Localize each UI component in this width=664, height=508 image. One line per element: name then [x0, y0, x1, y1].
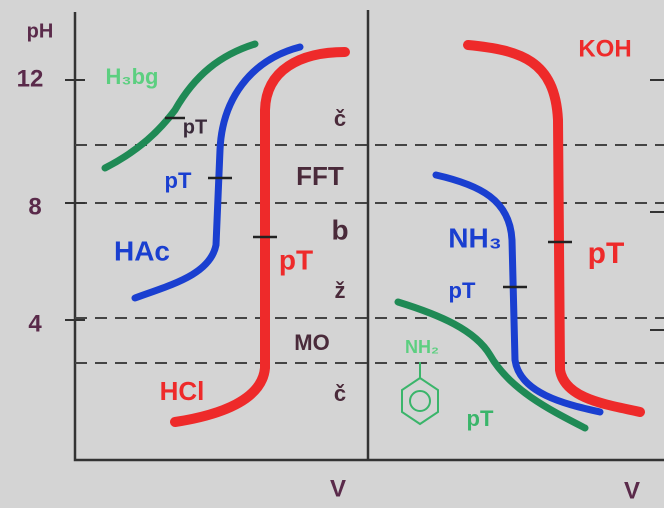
curve-label: NH₃ [448, 222, 501, 253]
y-tick: 4 [28, 310, 42, 337]
indicator: ž [335, 278, 346, 303]
y-label: pH [27, 20, 54, 42]
curve-label: HCl [160, 376, 205, 406]
pt-label: pT [588, 237, 625, 270]
x-label: V [330, 475, 346, 502]
pt-label: pT [165, 168, 192, 193]
indicator: č [334, 381, 346, 406]
indicator: FFT [296, 161, 344, 191]
titration-diagram: pH 12 8 4 V V H₃bg pT pT HAc pT HCl č FF… [0, 0, 664, 508]
group-label: NH₂ [405, 337, 439, 357]
curve-label: KOH [578, 35, 631, 62]
pt-label: pT [183, 116, 207, 138]
background [0, 0, 664, 508]
pt-label: pT [449, 278, 476, 303]
pt-label: pT [467, 406, 494, 431]
pt-label: pT [279, 244, 313, 275]
curve-label: H₃bg [106, 64, 159, 89]
x-label: V [624, 477, 640, 504]
y-tick: 12 [17, 65, 44, 92]
y-tick: 8 [28, 193, 41, 220]
curve-label: HAc [114, 235, 170, 266]
indicator: MO [294, 330, 329, 355]
indicator: č [334, 106, 346, 131]
indicator: b [331, 214, 348, 245]
